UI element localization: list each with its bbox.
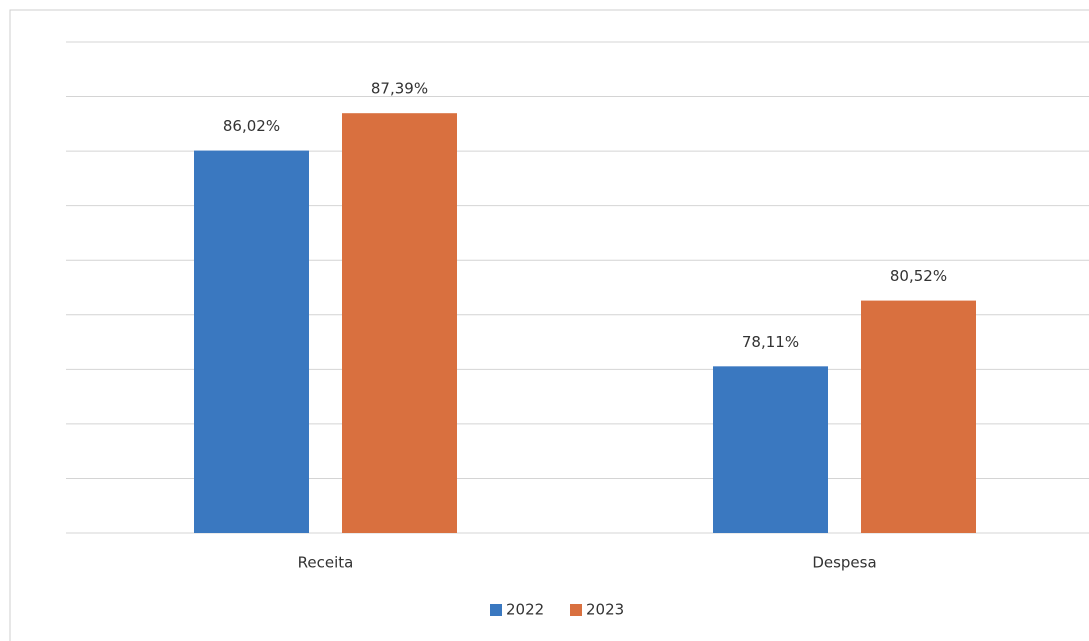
legend-swatch: [570, 604, 582, 616]
x-tick-label: Receita: [298, 554, 354, 572]
bar: [713, 366, 828, 533]
bar: [342, 113, 457, 533]
bar: [861, 300, 976, 533]
value-label: 80,52%: [890, 267, 947, 285]
legend-label: 2023: [586, 601, 624, 619]
x-tick-label: Despesa: [812, 554, 876, 572]
value-label: 78,11%: [742, 333, 799, 351]
legend-swatch: [490, 604, 502, 616]
value-label: 86,02%: [223, 117, 280, 135]
chart-frame: [9, 9, 1089, 641]
legend-label: 2022: [506, 601, 544, 619]
bar: [194, 150, 309, 533]
value-label: 87,39%: [371, 80, 428, 98]
